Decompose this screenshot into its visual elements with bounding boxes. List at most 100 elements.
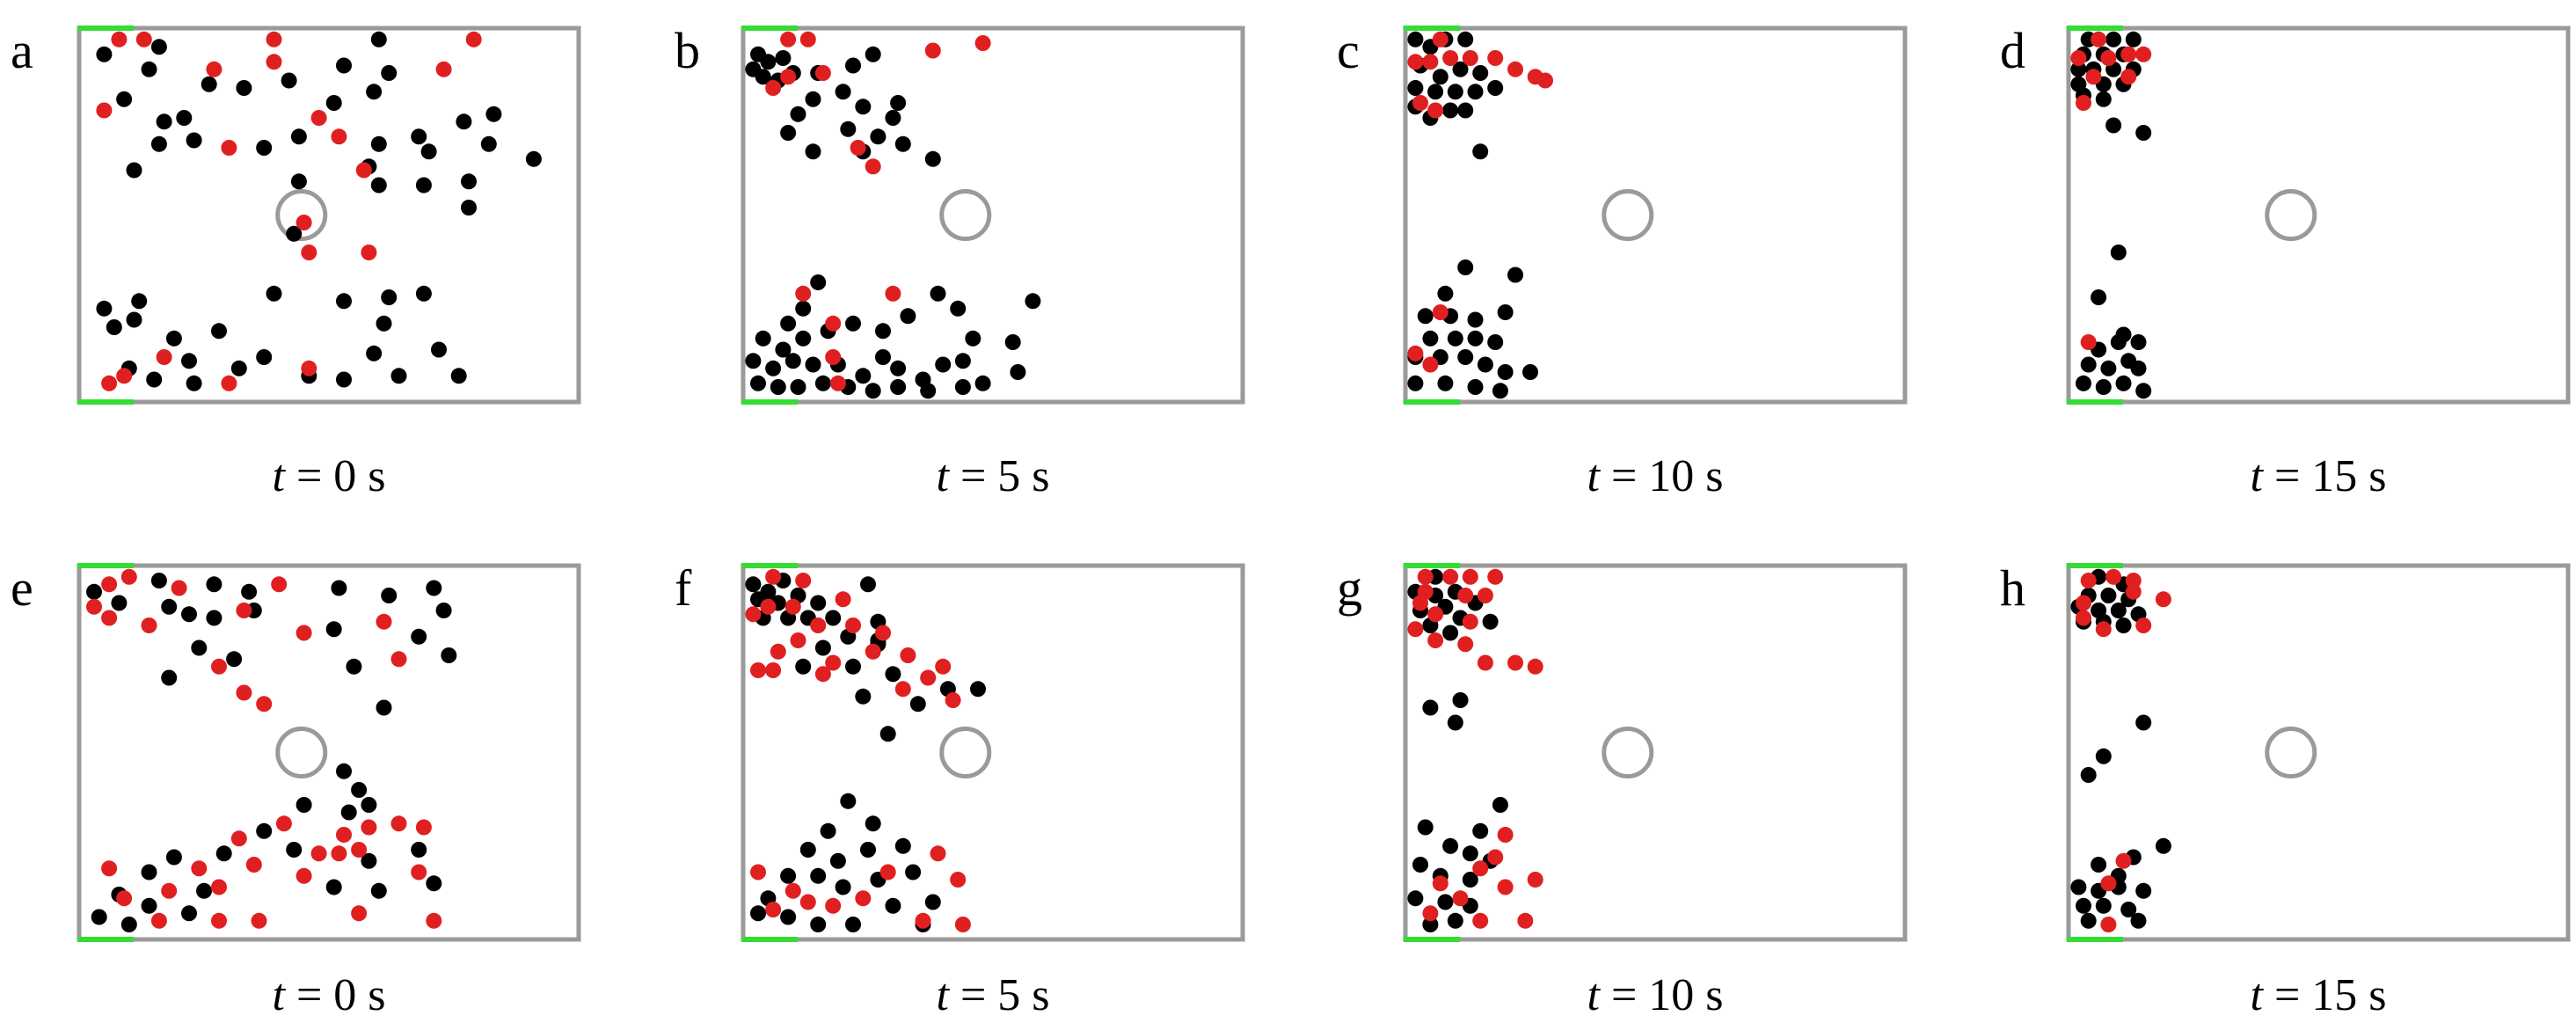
agent-red — [829, 375, 846, 391]
agent-black — [411, 842, 427, 858]
agent-red — [765, 662, 782, 678]
agent-red — [415, 819, 432, 836]
agent-black — [1442, 102, 1459, 119]
agent-black — [1004, 334, 1021, 350]
agent-black — [146, 371, 163, 388]
agent-black — [755, 69, 771, 85]
agent-black — [795, 330, 812, 347]
agent-black — [2070, 61, 2087, 77]
agent-red — [1462, 50, 1478, 66]
agent-red — [1432, 31, 1449, 47]
agent-red — [141, 617, 157, 633]
agent-black — [905, 864, 922, 881]
agent-red — [2120, 46, 2137, 62]
agent-black — [865, 46, 881, 62]
agent-black — [450, 368, 467, 384]
agent-black — [1025, 293, 1041, 310]
agent-black — [920, 383, 937, 399]
agent-black — [2100, 360, 2117, 376]
agent-black — [780, 125, 797, 141]
agent-red — [2085, 69, 2102, 85]
agent-red — [1452, 890, 1469, 907]
agent-black — [1467, 379, 1484, 395]
agent-red — [1457, 636, 1474, 653]
agent-black — [810, 274, 827, 290]
agent-black — [1417, 308, 1434, 325]
agent-black — [331, 580, 347, 596]
agent-red — [2135, 617, 2152, 633]
agent-black — [775, 341, 792, 358]
agent-red — [245, 857, 262, 873]
agent-black — [2080, 912, 2097, 929]
agent-black — [165, 849, 182, 866]
agent-black — [1462, 872, 1478, 888]
agent-black — [2076, 375, 2091, 391]
agent-black — [970, 681, 986, 698]
agent-black — [1442, 837, 1459, 854]
agent-red — [750, 864, 766, 881]
agent-red — [1407, 621, 1424, 638]
agent-red — [2125, 583, 2142, 600]
agent-black — [126, 162, 142, 179]
agent-red — [920, 669, 937, 686]
agent-black — [745, 576, 762, 593]
agent-red — [1527, 658, 1543, 675]
agent-red — [1487, 849, 1504, 866]
agent-red — [1487, 50, 1504, 66]
agent-black — [1462, 845, 1478, 862]
agent-black — [885, 666, 901, 683]
agent-black — [2095, 748, 2112, 764]
agent-black — [805, 143, 821, 160]
agent-black — [2125, 31, 2142, 47]
agent-black — [426, 580, 442, 596]
agent-black — [829, 852, 846, 869]
agent-black — [1482, 613, 1499, 630]
agent-red — [156, 349, 172, 365]
agent-black — [1457, 349, 1474, 365]
agent-black — [411, 628, 427, 645]
agent-black — [2070, 879, 2087, 895]
agent-black — [840, 793, 857, 809]
agent-red — [135, 31, 152, 47]
agent-red — [390, 815, 407, 832]
agent-red — [1497, 879, 1514, 895]
time-label: t = 15 s — [2250, 451, 2386, 501]
agent-black — [1497, 304, 1514, 320]
agent-red — [230, 830, 247, 847]
agent-black — [935, 356, 952, 373]
agent-black — [825, 610, 842, 626]
agent-red — [865, 643, 881, 660]
agent-red — [256, 696, 273, 712]
agent-red — [850, 140, 866, 156]
agent-black — [1447, 714, 1463, 731]
agent-red — [1472, 912, 1489, 929]
agent-red — [915, 912, 931, 929]
agent-black — [770, 379, 786, 395]
agent-black — [2100, 588, 2117, 603]
agent-red — [1462, 568, 1478, 585]
room-boundary — [1403, 563, 1908, 942]
agent-black — [290, 128, 307, 145]
agent-black — [426, 875, 442, 892]
agent-red — [1537, 72, 1553, 89]
agent-red — [266, 54, 282, 70]
agent-black — [875, 349, 891, 365]
agent-black — [1422, 917, 1439, 932]
time-label: t = 5 s — [936, 451, 1049, 501]
agent-red — [465, 31, 482, 47]
agent-red — [1427, 606, 1444, 623]
agent-black — [111, 595, 128, 611]
agent-red — [2100, 875, 2117, 892]
agent-black — [1492, 383, 1508, 399]
agent-black — [370, 177, 387, 194]
agent-red — [2125, 573, 2142, 588]
agent-black — [965, 330, 982, 347]
obstacle-circle — [2265, 727, 2317, 778]
agent-black — [420, 143, 437, 160]
agent-black — [361, 852, 377, 869]
agent-black — [325, 621, 342, 638]
agent-black — [1497, 364, 1514, 380]
agent-black — [161, 669, 178, 686]
room-boundary — [2066, 563, 2571, 942]
agent-red — [1427, 102, 1444, 119]
